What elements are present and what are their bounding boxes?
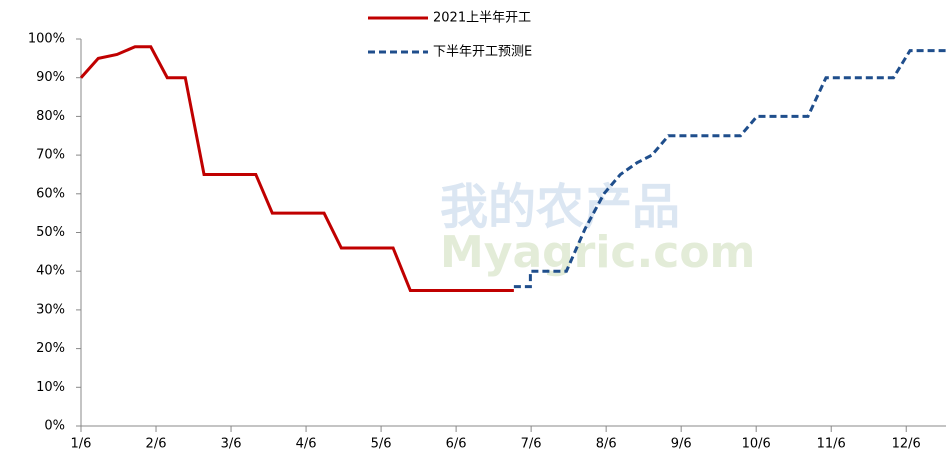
x-tick-label: 5/6 <box>371 437 392 452</box>
x-tick-label: 9/6 <box>671 437 692 452</box>
x-tick-label: 4/6 <box>296 437 317 452</box>
y-tick-label: 100% <box>28 32 65 47</box>
y-tick-label: 70% <box>36 148 65 163</box>
x-tick-label: 1/6 <box>71 437 92 452</box>
y-tick-label: 20% <box>36 341 65 356</box>
y-tick-label: 10% <box>36 380 65 395</box>
y-tick-label: 60% <box>36 186 65 201</box>
series-line <box>79 45 514 293</box>
legend-label: 2021上半年开工 <box>433 11 531 26</box>
x-tick-label: 6/6 <box>446 437 467 452</box>
x-tick-label: 3/6 <box>221 437 242 452</box>
watermark: 我的农产品 <box>440 179 680 235</box>
x-tick-label: 8/6 <box>596 437 617 452</box>
x-tick-label: 2/6 <box>146 437 167 452</box>
y-tick-label: 0% <box>44 419 65 434</box>
series-line <box>513 49 946 289</box>
legend-label: 下半年开工预测E <box>433 45 532 60</box>
x-tick-label: 10/6 <box>742 437 771 452</box>
x-tick-label: 11/6 <box>817 437 846 452</box>
y-tick-label: 90% <box>36 70 65 85</box>
x-tick-label: 7/6 <box>521 437 542 452</box>
y-tick-label: 80% <box>36 109 65 124</box>
y-tick-label: 50% <box>36 225 65 240</box>
x-tick-label: 12/6 <box>892 437 921 452</box>
y-tick-label: 30% <box>36 302 65 317</box>
y-tick-label: 40% <box>36 264 65 279</box>
watermark: Myagric.com <box>440 227 755 278</box>
